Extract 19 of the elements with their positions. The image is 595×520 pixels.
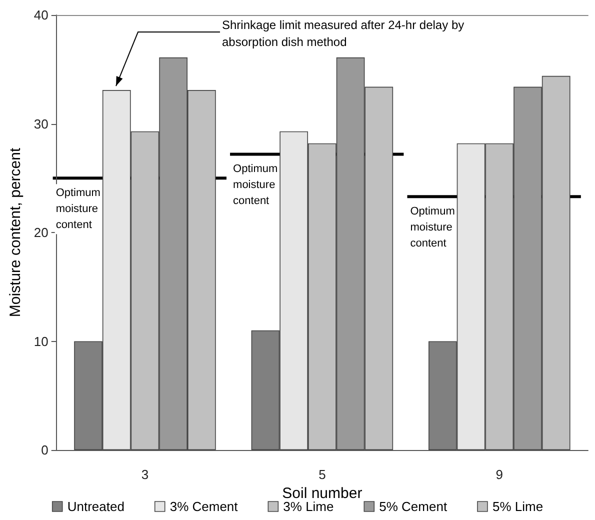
y-tick-label: 0 <box>41 442 48 458</box>
annotation: Shrinkage limit measured after 24-hr delay by absorption dish method <box>222 17 472 51</box>
legend-label: 5% Cement <box>379 499 448 514</box>
y-tick-label: 10 <box>34 334 48 349</box>
x-tick-label: 5 <box>318 467 326 482</box>
y-axis-title: Moisture content, percent <box>7 147 24 318</box>
x-tick-label: 9 <box>496 467 504 482</box>
legend-label: Untreated <box>67 499 124 514</box>
legend-label: 3% Lime <box>283 499 334 514</box>
ref-line-label: Optimum moisture content <box>410 206 455 250</box>
x-axis-title: Soil number <box>282 484 362 502</box>
ref-line-label: Optimum moisture content <box>233 163 278 208</box>
y-tick-label: 20 <box>34 225 48 240</box>
legend-label: 5% Lime <box>492 499 544 514</box>
x-tick-label: 3 <box>141 467 149 482</box>
y-tick-label: 40 <box>34 8 48 22</box>
y-tick-label: 30 <box>34 116 48 132</box>
ref-line-label: Optimum moisture content <box>56 187 100 232</box>
legend-label: 3% Cement <box>170 499 238 514</box>
